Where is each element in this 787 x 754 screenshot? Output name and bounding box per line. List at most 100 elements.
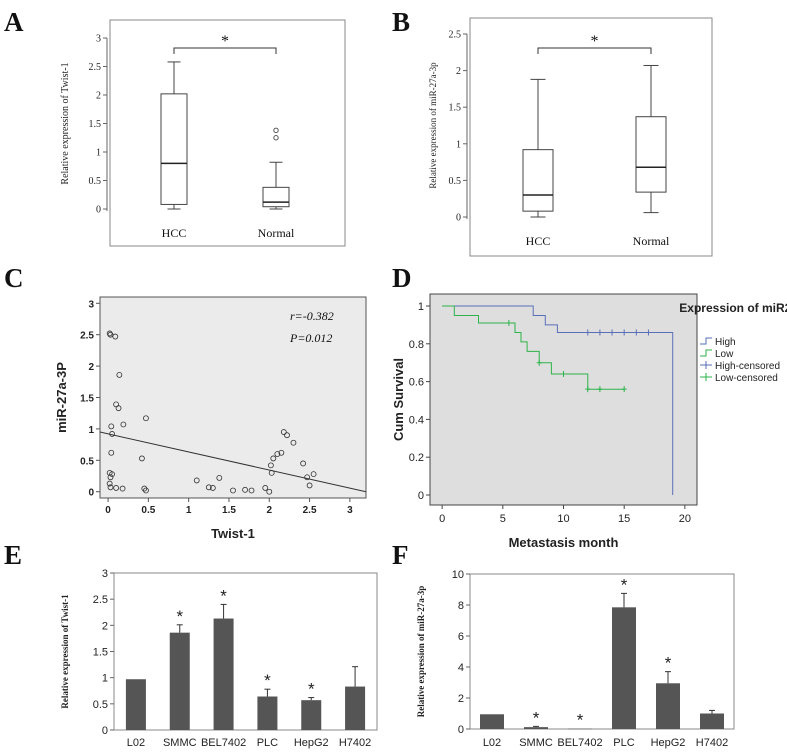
scatter-point (300, 460, 307, 467)
y-tick-label: 0 (88, 488, 94, 499)
y-axis-label: Relative expression of Twist-1 (60, 62, 71, 184)
x-tick-label: 0 (105, 505, 111, 516)
bar (301, 700, 322, 730)
significance-marker: * (220, 586, 227, 605)
significance-marker: * (176, 607, 183, 626)
scatter-point (193, 477, 200, 484)
panel-letter-d: D (392, 263, 412, 293)
panel-letter-c: C (4, 263, 24, 293)
outlier-point (273, 127, 279, 134)
legend-swatch-censor (700, 373, 712, 381)
x-tick-label: 2 (266, 505, 272, 516)
bar-group-l02 (480, 714, 504, 729)
panel-f: 0 2 4 6 8 10 Relative expression of miR-27a-3p… (416, 569, 735, 749)
scatter-point (107, 331, 114, 338)
x-tick-label: 10 (557, 513, 569, 525)
x-tick-label: 0 (439, 513, 445, 525)
legend-swatch-censor (700, 361, 712, 369)
x-tick-label: 0.5 (141, 505, 155, 516)
scatter-point (113, 485, 120, 491)
y-tick-label: 2.5 (449, 30, 462, 41)
y-tick-label: 0.5 (449, 176, 462, 187)
legend-entry: High (715, 337, 736, 348)
y-tick-label: 2.5 (80, 331, 94, 342)
y-tick-label: 0 (418, 490, 424, 502)
x-category-label: H7402 (696, 737, 728, 749)
y-tick-label: 1 (102, 673, 108, 685)
y-tick-label: 3 (96, 34, 101, 45)
y-tick-label: 0 (456, 213, 461, 224)
y-tick-label: 8 (458, 600, 464, 612)
significance-marker: * (308, 680, 315, 699)
significance-marker: * (264, 671, 271, 690)
bar (169, 632, 190, 730)
x-category-label: BEL7402 (557, 737, 602, 749)
scatter-point (274, 451, 281, 457)
scatter-point (108, 423, 115, 430)
scatter-point (109, 431, 115, 437)
scatter-point (304, 474, 311, 481)
y-tick-label: 2.5 (89, 62, 102, 73)
panel-e: 0 0.5 1 1.5 2 2.5 3 Relative expression of Twis… (60, 568, 378, 749)
y-tick-label: 0.5 (93, 699, 108, 711)
x-tick-label: 15 (618, 513, 630, 525)
significance-bracket (173, 47, 277, 54)
x-tick-label: 3 (347, 505, 353, 516)
scatter-point (278, 449, 285, 456)
censor-mark-low (536, 359, 542, 366)
bar (568, 728, 592, 730)
legend-swatch-step (700, 337, 712, 345)
x-category-label: HCC (162, 226, 187, 240)
scatter-point (112, 333, 119, 340)
bar-group-smmc: * (169, 607, 190, 730)
y-axis-label: Cum Survival (391, 358, 406, 441)
x-category-label: SMMC (163, 737, 197, 749)
bar-group-plc: * (257, 671, 278, 730)
censor-mark-high (597, 329, 603, 336)
y-tick-label: 4 (458, 662, 464, 674)
scatter-point (266, 488, 273, 495)
bar-group-h7402 (345, 666, 366, 730)
bar-group-h7402 (700, 709, 724, 729)
y-tick-label: 6 (458, 631, 464, 643)
legend-title: Expression of miR27a (679, 301, 787, 315)
y-tick-label: 10 (452, 569, 464, 581)
censor-mark-low (585, 386, 591, 393)
x-category-label: HepG2 (294, 737, 329, 749)
y-tick-label: 1.5 (89, 119, 102, 130)
bar (213, 618, 234, 730)
x-tick-label: 1 (186, 505, 192, 516)
bar-group-l02 (125, 679, 146, 730)
y-tick-label: 2 (102, 620, 108, 632)
plot-frame (469, 573, 735, 730)
censor-mark-low (621, 386, 627, 393)
x-category-label: SMMC (519, 737, 553, 749)
panel-letter-e: E (4, 540, 22, 570)
scatter-point (120, 421, 127, 428)
bar-group-hepg2: * (656, 654, 680, 729)
scatter-point (216, 474, 223, 481)
bar (480, 714, 504, 729)
panel-letter-a: A (4, 7, 24, 37)
scatter-point (116, 371, 123, 378)
y-tick-label: 0 (96, 205, 101, 216)
plot-area (429, 293, 698, 506)
x-category-label: HepG2 (651, 737, 686, 749)
y-tick-label: 2 (458, 693, 464, 705)
x-category-label: BEL7402 (201, 737, 246, 749)
censor-mark-low (506, 320, 512, 327)
panel-letter-b: B (392, 7, 410, 37)
x-axis-label: Metastasis month (509, 535, 619, 550)
plot-frame (113, 572, 378, 731)
bar-group-smmc: * (524, 708, 548, 729)
y-tick-label: 0 (458, 724, 464, 736)
y-tick-label: 0.8 (409, 339, 424, 351)
significance-marker: * (591, 33, 599, 50)
box-iqr (160, 93, 188, 205)
scatter-point (268, 469, 275, 476)
x-tick-label: 1.5 (222, 505, 236, 516)
censor-mark-high (609, 329, 615, 336)
censor-mark-high (645, 329, 651, 336)
